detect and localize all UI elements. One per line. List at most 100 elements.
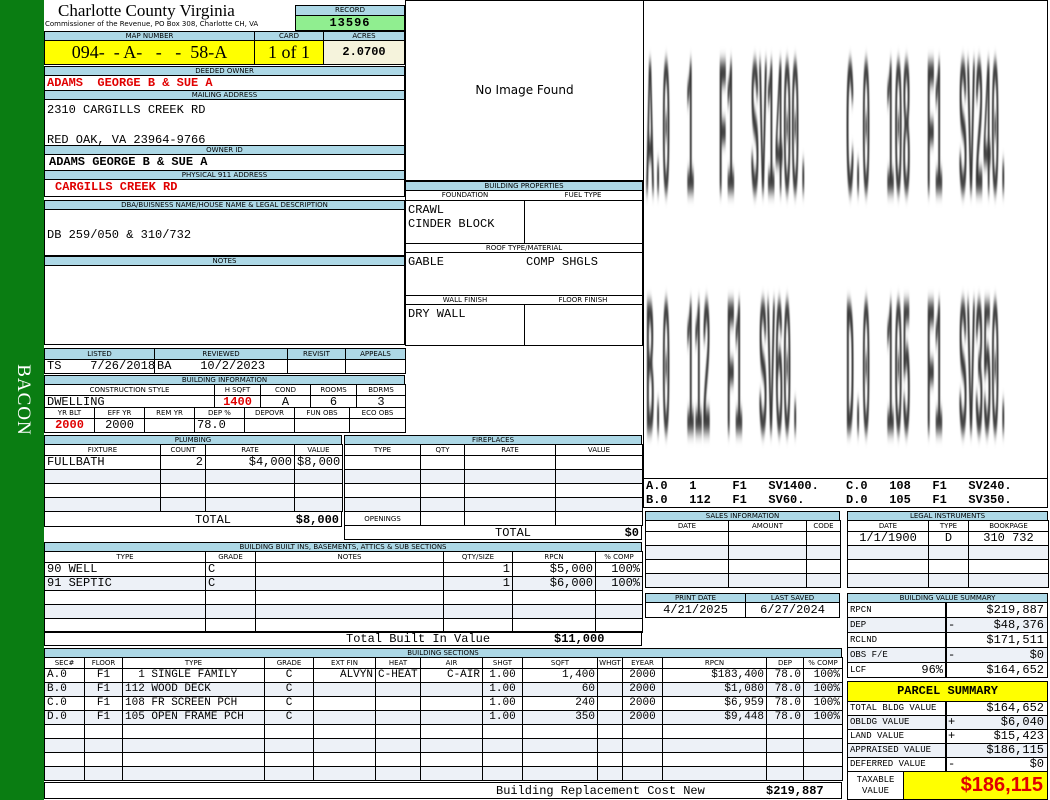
table-cell: [84, 752, 123, 767]
table-row: [847, 573, 1049, 588]
column-header: FLOOR: [84, 657, 123, 669]
column-header: DATE: [847, 520, 929, 532]
table-cell: [294, 469, 343, 484]
table-cell: [160, 483, 206, 498]
bi2-grid: YR BLT EFF YR REM YR DEP % DEPOVR FUN OBS ECO …: [44, 407, 406, 433]
acres-value: 2.0700: [323, 40, 405, 65]
divider: [524, 304, 525, 345]
summary-sign: +: [948, 715, 956, 729]
taxable-value-label: TAXABLE VALUE: [847, 771, 904, 800]
fuel-type-label: FUEL TYPE: [524, 191, 642, 201]
building-info-table-1: CONSTRUCTION STYLE H SQFT COND ROOMS BDRMS DW…: [44, 384, 406, 410]
table-cell: [255, 576, 444, 591]
column-header: CONSTRUCTION STYLE: [44, 384, 215, 396]
table-cell: 2000: [622, 682, 663, 697]
table-cell: [464, 469, 556, 484]
summary-sign: -: [948, 618, 956, 632]
table-row: DWELLING 1400 A 6 3: [44, 395, 406, 410]
sections-total-row: Building Replacement Cost New $219,887: [44, 782, 842, 799]
summary-row: TOTAL BLDG VALUE $164,652: [847, 701, 1048, 716]
table-cell: F1: [84, 668, 123, 683]
table-cell: [595, 590, 643, 605]
table-row: [344, 483, 643, 498]
table-cell: [44, 604, 206, 619]
table-cell: [645, 573, 729, 588]
sketch-area: A.0 1 F1 SV1400. C.0 108 F1 SV240. B.0 1…: [643, 0, 1048, 479]
column-header: WHGT: [597, 657, 623, 669]
summary-percent: 96%: [921, 663, 943, 677]
table-cell: TS 7/26/2018: [44, 359, 155, 374]
table-cell: F1: [84, 696, 123, 711]
table-cell: [313, 724, 376, 739]
table-cell: [728, 573, 807, 588]
legal-grid: DATE TYPE BOOKPAGE 1/1/1900 D 310 732: [847, 520, 1049, 588]
table-cell: [420, 483, 465, 498]
table-cell: A.0: [44, 668, 85, 683]
summary-value: $6,040: [1000, 715, 1044, 729]
table-cell: C.0: [44, 696, 85, 711]
table-row: TS 7/26/2018 BA 10/2/2023: [44, 359, 406, 374]
table-cell: F1: [84, 710, 123, 725]
table-cell: [522, 724, 598, 739]
table-cell: [806, 545, 841, 560]
table-cell: [766, 738, 804, 753]
table-cell: 78.0: [766, 668, 804, 683]
table-cell: [464, 511, 556, 526]
table-cell: [597, 738, 623, 753]
divider: [945, 633, 947, 647]
table-row: A.0 F1 1 SINGLE FAMILY C ALVYN C-HEAT C-AIR 1.…: [44, 668, 843, 683]
owner-id: ADAMS GEORGE B & SUE A: [44, 154, 405, 171]
table-cell: [313, 738, 376, 753]
table-row: [44, 752, 843, 767]
summary-label: OBS F/E: [850, 650, 888, 660]
table-cell: [44, 483, 161, 498]
table-cell: [375, 724, 421, 739]
page-subtitle: Commissioner of the Revenue, PO Box 308,…: [45, 20, 259, 28]
built-ins-table: TYPE GRADE NOTES QTY/SIZE RPCN% COMP 90 WELL C…: [44, 551, 643, 633]
table-row: 1/1/1900 D 310 732: [847, 531, 1049, 546]
column-header: CODE: [806, 520, 841, 532]
column-header: REM YR: [144, 407, 195, 419]
column-header: COND: [260, 384, 311, 396]
table-cell: BA 10/2/2023: [154, 359, 288, 374]
table-cell: [645, 531, 729, 546]
divider: [945, 603, 947, 617]
summary-value: $48,376: [993, 618, 1044, 632]
fire-grid: TYPE QTY RATE VALUE OPENINGS: [344, 444, 643, 526]
table-cell: [806, 531, 841, 546]
table-cell: [662, 738, 767, 753]
wall-finish-label: WALL FINISH: [406, 295, 525, 305]
table-cell: [595, 618, 643, 633]
divider: [945, 648, 947, 662]
column-header: % COMP: [595, 551, 643, 563]
table-cell: [294, 483, 343, 498]
table-cell: 240: [522, 696, 598, 711]
table-cell: [806, 559, 841, 574]
summary-label: RPCN: [850, 605, 872, 615]
table-cell: 1 SINGLE FAMILY: [122, 668, 265, 683]
table-cell: [555, 483, 643, 498]
table-cell: [928, 573, 969, 588]
table-cell: [255, 562, 444, 577]
table-cell: [662, 724, 767, 739]
table-cell: 91 SEPTIC: [44, 576, 206, 591]
divider: [945, 744, 947, 757]
table-cell: [622, 766, 663, 781]
summary-row: OBLDG VALUE + $6,040: [847, 715, 1048, 730]
column-header: TYPE: [928, 520, 969, 532]
plumbing-total: $8,000: [295, 513, 339, 527]
sketch-label-d: D.0 105 F1 SV350.: [846, 276, 1008, 479]
table-cell: 2000: [622, 696, 663, 711]
table-cell: [84, 724, 123, 739]
table-cell: [122, 766, 265, 781]
table-cell: $183,400: [662, 668, 767, 683]
table-row: [44, 618, 643, 633]
table-row: [44, 590, 643, 605]
table-cell: [645, 545, 729, 560]
mailing-address: 2310 CARGILLS CREEK RD RED OAK, VA 23964…: [44, 99, 405, 147]
table-cell: [522, 766, 598, 781]
table-cell: [806, 573, 841, 588]
table-cell: $1,080: [662, 682, 767, 697]
table-cell: 1,400: [522, 668, 598, 683]
summary-row: RCLND $171,511: [847, 632, 1048, 648]
